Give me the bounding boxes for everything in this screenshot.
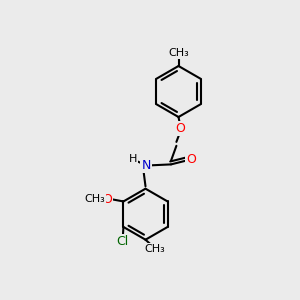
- Text: O: O: [187, 153, 196, 167]
- Text: CH₃: CH₃: [144, 244, 165, 254]
- Text: O: O: [175, 122, 185, 135]
- Text: O: O: [102, 193, 112, 206]
- Text: N: N: [141, 159, 151, 172]
- Text: Cl: Cl: [117, 235, 129, 248]
- Text: CH₃: CH₃: [84, 194, 105, 204]
- Text: CH₃: CH₃: [168, 47, 189, 58]
- Text: H: H: [129, 154, 137, 164]
